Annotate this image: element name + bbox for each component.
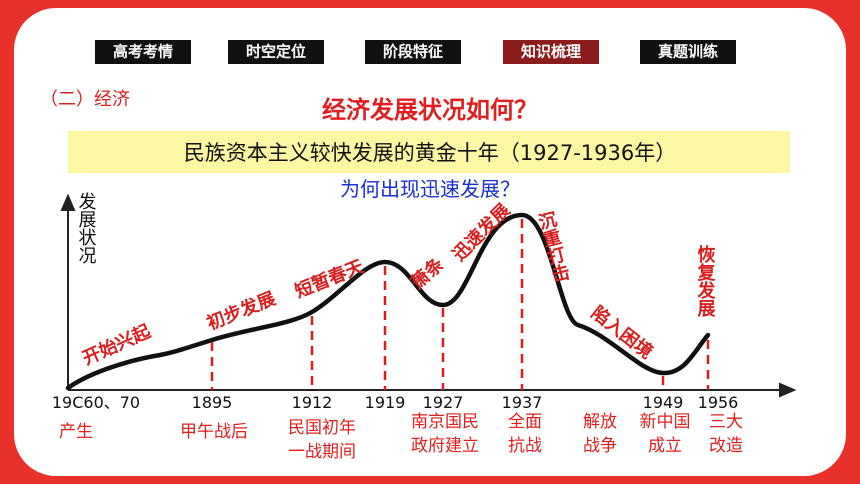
x-labels: 19C60、70 1895 1912 1919 1927 1937 1949 1… — [52, 393, 738, 412]
nav-tab[interactable] — [365, 40, 461, 64]
nav-label[interactable]: 知识梳理 — [521, 43, 581, 61]
event-label: 全面 — [508, 412, 542, 432]
nav-tab-active[interactable] — [503, 40, 599, 64]
event-labels: 产生 甲午战后 民国初年 一战期间 南京国民 政府建立 全面 抗战 解放 战争 … — [59, 412, 743, 462]
event-label: 抗战 — [508, 436, 542, 456]
nav-label[interactable]: 高考考情 — [113, 43, 173, 61]
content-area — [14, 8, 846, 476]
title: 经济发展状况如何？ — [322, 96, 538, 124]
event-label: 政府建立 — [411, 436, 479, 456]
nav-tab[interactable] — [640, 40, 736, 64]
axes — [60, 193, 797, 398]
event-label: 战争 — [583, 436, 617, 456]
event-label: 民国初年 — [288, 418, 356, 438]
stage-label: 恢复发展 — [695, 244, 717, 318]
event-label: 解放 — [583, 412, 617, 432]
x-label: 1919 — [365, 393, 406, 412]
event-label: 新中国 — [640, 412, 691, 432]
x-label: 19C60、70 — [52, 393, 140, 412]
nav-label[interactable]: 真题训练 — [658, 43, 718, 61]
x-label: 1895 — [192, 393, 233, 412]
y-axis-label: 发展状况 — [76, 192, 97, 264]
nav-label[interactable]: 阶段特征 — [383, 43, 443, 61]
event-label: 南京国民 — [411, 412, 479, 432]
banner: 民族资本主义较快发展的黄金十年（1927-1936年） — [184, 141, 676, 165]
event-label: 产生 — [59, 422, 93, 442]
nav-label[interactable]: 时空定位 — [246, 43, 306, 61]
event-label: 改造 — [709, 436, 743, 456]
nav-tab[interactable] — [95, 40, 191, 64]
nav-tab[interactable] — [228, 40, 324, 64]
x-arrow — [779, 382, 797, 398]
section-label: （二）经济 — [40, 89, 130, 110]
event-label: 成立 — [648, 436, 682, 456]
x-label: 1912 — [292, 393, 333, 412]
guides — [210, 219, 710, 390]
event-label: 三大 — [709, 412, 743, 432]
x-label: 1949 — [643, 393, 684, 412]
event-label: 一战期间 — [288, 442, 356, 462]
event-label: 甲午战后 — [180, 422, 248, 442]
x-label: 1937 — [502, 393, 543, 412]
development-curve — [65, 212, 711, 391]
y-arrow — [60, 193, 76, 211]
nav-bar: 高考考情 时空定位 阶段特征 知识梳理 真题训练 — [95, 40, 736, 64]
question: 为何出现迅速发展？ — [340, 177, 520, 201]
banner-bg — [68, 131, 790, 173]
x-label: 1927 — [423, 393, 464, 412]
x-label: 1956 — [698, 393, 739, 412]
